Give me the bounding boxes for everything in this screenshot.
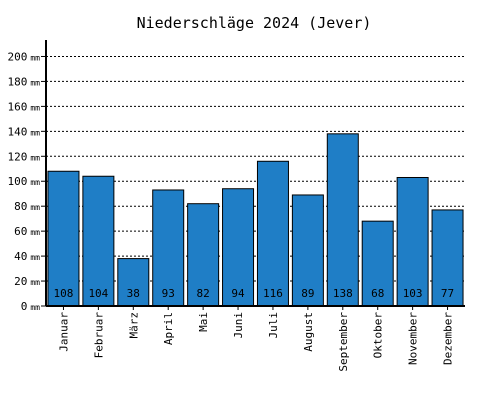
bar-februar [82,175,115,307]
value-label: 77 [441,287,454,300]
value-label: 93 [162,287,175,300]
x-tick-label: Dezember [442,312,455,365]
y-tick-unit: mm [30,303,40,312]
value-label: 103 [403,287,423,300]
chart-title: Niederschläge 2024 (Jever) [137,14,372,32]
bar-august [291,194,324,307]
bar-juni [222,188,255,307]
y-tick-label: 0 mm [21,300,40,313]
gridlines [46,55,465,282]
x-tick-label: April [162,312,175,345]
x-tick-label: Juni [232,312,245,339]
y-tick-value: 0 [21,300,28,313]
bars: 108 104 38 93 82 94 116 89 138 68 103 77 [47,133,464,307]
value-label: 116 [263,287,283,300]
y-tick-value: 100 [7,175,27,188]
y-tick-value: 160 [7,100,27,113]
y-tick-unit: mm [30,278,40,287]
x-tick-label: Juli [267,312,280,339]
y-tick-unit: mm [30,228,40,237]
axes [45,40,465,307]
value-label: 94 [231,287,245,300]
y-tick-value: 20 [14,275,27,288]
bar-mai [187,203,220,307]
y-tick-label: 60 mm [14,225,40,238]
y-tick-label: 120 mm [7,150,40,163]
y-tick-unit: mm [30,178,40,187]
y-tick-label: 100 mm [7,175,40,188]
y-tick-value: 180 [7,75,27,88]
value-label: 138 [333,287,353,300]
x-tick-label: März [127,312,140,339]
x-tick-label: Februar [92,312,105,359]
bar-märz [117,258,150,307]
value-label: 38 [127,287,140,300]
x-tick-label: November [407,312,420,365]
bar-juli [256,160,289,307]
value-label: 89 [301,287,314,300]
y-tick-label: 200 mm [7,50,40,63]
y-tick-label: 180 mm [7,75,40,88]
y-tick-unit: mm [30,53,40,62]
x-tick-label: August [302,312,315,352]
y-tick-value: 60 [14,225,27,238]
x-tick-label: Mai [197,312,210,332]
y-tick-label: 40 mm [14,250,40,263]
y-tick-unit: mm [30,128,40,137]
y-tick-value: 140 [7,125,27,138]
bar-oktober [361,220,394,307]
y-tick-label: 80 mm [14,200,40,213]
y-tick-value: 80 [14,200,27,213]
x-tick-label: Januar [57,312,70,352]
bar-januar [47,170,80,307]
y-tick-unit: mm [30,78,40,87]
value-label: 68 [371,287,384,300]
value-label: 82 [197,287,210,300]
value-label: 108 [54,287,74,300]
x-tick-label: September [337,312,350,372]
value-label: 104 [88,287,108,300]
y-tick-unit: mm [30,203,40,212]
y-tick-label: 140 mm [7,125,40,138]
y-tick-label: 160 mm [7,100,40,113]
x-tick-label: Oktober [372,312,385,359]
bar-september [326,133,359,307]
y-tick-unit: mm [30,253,40,262]
x-axis-labels: Januar Februar März April Mai Juni Juli August S… [57,306,455,372]
y-tick-unit: mm [30,103,40,112]
y-tick-value: 200 [7,50,27,63]
y-tick-unit: mm [30,153,40,162]
bar-dezember [431,209,464,307]
y-tick-value: 120 [7,150,27,163]
y-tick-label: 20 mm [14,275,40,288]
y-tick-value: 40 [14,250,27,263]
